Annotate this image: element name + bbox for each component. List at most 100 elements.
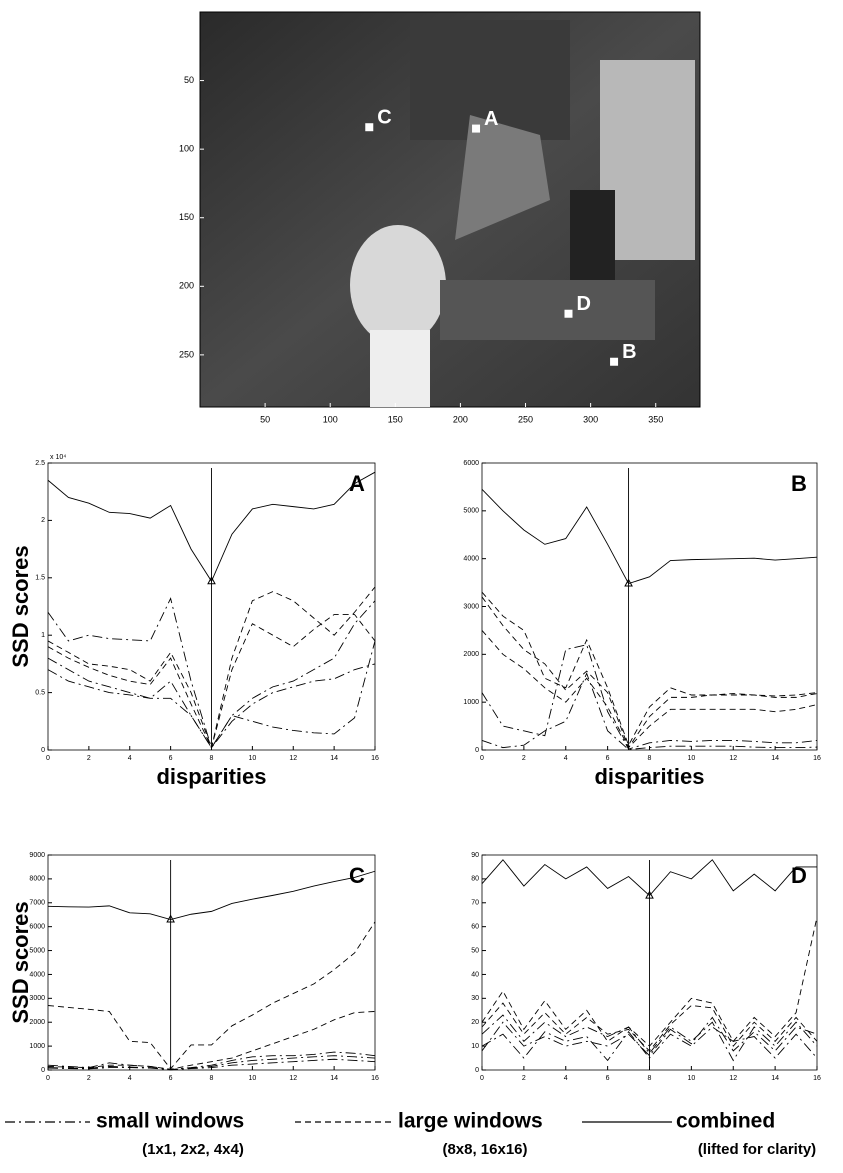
x-tick-label: 8 — [210, 755, 214, 762]
y-tick-label: 0 — [41, 1067, 45, 1074]
series-line — [482, 489, 817, 583]
y-tick-label: 0.5 — [35, 689, 45, 696]
x-tick-label: 6 — [169, 1075, 173, 1082]
x-tick-label: 12 — [289, 1075, 297, 1082]
y-tick-label: 250 — [179, 349, 194, 359]
x-tick-label: 2 — [522, 1075, 526, 1082]
x-tick-label: 14 — [771, 1075, 779, 1082]
x-tick-label: 16 — [813, 755, 821, 762]
y-tick-label: 150 — [179, 212, 194, 222]
y-tick-label: 8000 — [29, 876, 45, 883]
x-tick-label: 10 — [248, 755, 256, 762]
x-tick-label: 0 — [46, 755, 50, 762]
x-tick-label: 2 — [87, 1075, 91, 1082]
point-marker — [564, 310, 572, 318]
series-line — [48, 922, 375, 1069]
figure: 5010015020025030035050100150200250CADB02… — [0, 0, 843, 1168]
x-tick-label: 8 — [210, 1075, 214, 1082]
y-tick-label: 9000 — [29, 852, 45, 859]
scale-label: x 10⁴ — [50, 454, 66, 461]
panel-label: D — [791, 863, 807, 888]
x-tick-label: 12 — [729, 1075, 737, 1082]
y-tick-label: 20 — [471, 1019, 479, 1026]
x-tick-label: 6 — [606, 1075, 610, 1082]
x-tick-label: 250 — [518, 414, 533, 424]
y-tick-label: 2.5 — [35, 460, 45, 467]
series-line — [48, 871, 375, 919]
y-tick-label: 80 — [471, 876, 479, 883]
y-tick-label: 50 — [471, 947, 479, 954]
point-label: C — [377, 106, 391, 128]
y-axis-title: SSD scores — [8, 545, 33, 667]
y-tick-label: 90 — [471, 852, 479, 859]
x-tick-label: 4 — [564, 755, 568, 762]
point-label: B — [622, 341, 636, 363]
x-tick-label: 8 — [648, 1075, 652, 1082]
x-tick-label: 4 — [564, 1075, 568, 1082]
x-tick-label: 200 — [453, 414, 468, 424]
x-tick-label: 14 — [330, 755, 338, 762]
x-tick-label: 100 — [323, 414, 338, 424]
panel-label: A — [349, 471, 365, 496]
x-tick-label: 300 — [583, 414, 598, 424]
x-tick-label: 14 — [771, 755, 779, 762]
x-tick-label: 0 — [480, 755, 484, 762]
y-tick-label: 1000 — [29, 1043, 45, 1050]
y-tick-label: 2 — [41, 517, 45, 524]
y-tick-label: 1.5 — [35, 575, 45, 582]
x-tick-label: 0 — [480, 1075, 484, 1082]
x-tick-label: 6 — [606, 755, 610, 762]
y-tick-label: 40 — [471, 971, 479, 978]
y-tick-label: 60 — [471, 924, 479, 931]
x-tick-label: 14 — [330, 1075, 338, 1082]
y-tick-label: 0 — [475, 1067, 479, 1074]
series-line — [482, 597, 817, 748]
x-tick-label: 16 — [813, 1075, 821, 1082]
legend-label: combined — [676, 1110, 775, 1133]
x-tick-label: 4 — [128, 1075, 132, 1082]
y-tick-label: 4000 — [463, 556, 479, 563]
series-line — [482, 630, 817, 747]
legend-label: large windows — [398, 1110, 543, 1133]
point-label: A — [484, 108, 498, 130]
x-tick-label: 4 — [128, 755, 132, 762]
y-tick-label: 70 — [471, 900, 479, 907]
series-line — [482, 592, 817, 745]
y-tick-label: 200 — [179, 281, 194, 291]
y-tick-label: 5000 — [463, 508, 479, 515]
point-label: D — [576, 293, 590, 315]
x-axis-title: disparities — [594, 764, 704, 789]
y-tick-label: 3000 — [463, 603, 479, 610]
panel-label: C — [349, 863, 365, 888]
x-tick-label: 12 — [729, 755, 737, 762]
y-tick-label: 1 — [41, 632, 45, 639]
x-tick-label: 10 — [687, 1075, 695, 1082]
point-marker — [472, 125, 480, 133]
x-tick-label: 16 — [371, 755, 379, 762]
x-tick-label: 0 — [46, 1075, 50, 1082]
panel-label: B — [791, 471, 807, 496]
y-tick-label: 2000 — [463, 651, 479, 658]
x-tick-label: 16 — [371, 1075, 379, 1082]
series-line — [48, 1011, 375, 1069]
x-tick-label: 2 — [87, 755, 91, 762]
y-tick-label: 0 — [41, 747, 45, 754]
x-tick-label: 8 — [648, 755, 652, 762]
point-marker — [610, 358, 618, 366]
x-tick-label: 6 — [169, 755, 173, 762]
x-tick-label: 350 — [648, 414, 663, 424]
y-tick-label: 10 — [471, 1043, 479, 1050]
legend-label: small windows — [96, 1110, 244, 1133]
x-tick-label: 12 — [289, 755, 297, 762]
y-axis-title: SSD scores — [8, 901, 33, 1023]
x-tick-label: 150 — [388, 414, 403, 424]
legend-detail: (lifted for clarity) — [698, 1141, 816, 1158]
x-tick-label: 50 — [260, 414, 270, 424]
y-tick-label: 30 — [471, 995, 479, 1002]
series-line — [482, 673, 817, 749]
series-line — [482, 645, 817, 749]
y-tick-label: 100 — [179, 144, 194, 154]
y-tick-label: 50 — [184, 75, 194, 85]
y-tick-label: 0 — [475, 747, 479, 754]
plot-frame — [48, 855, 375, 1070]
